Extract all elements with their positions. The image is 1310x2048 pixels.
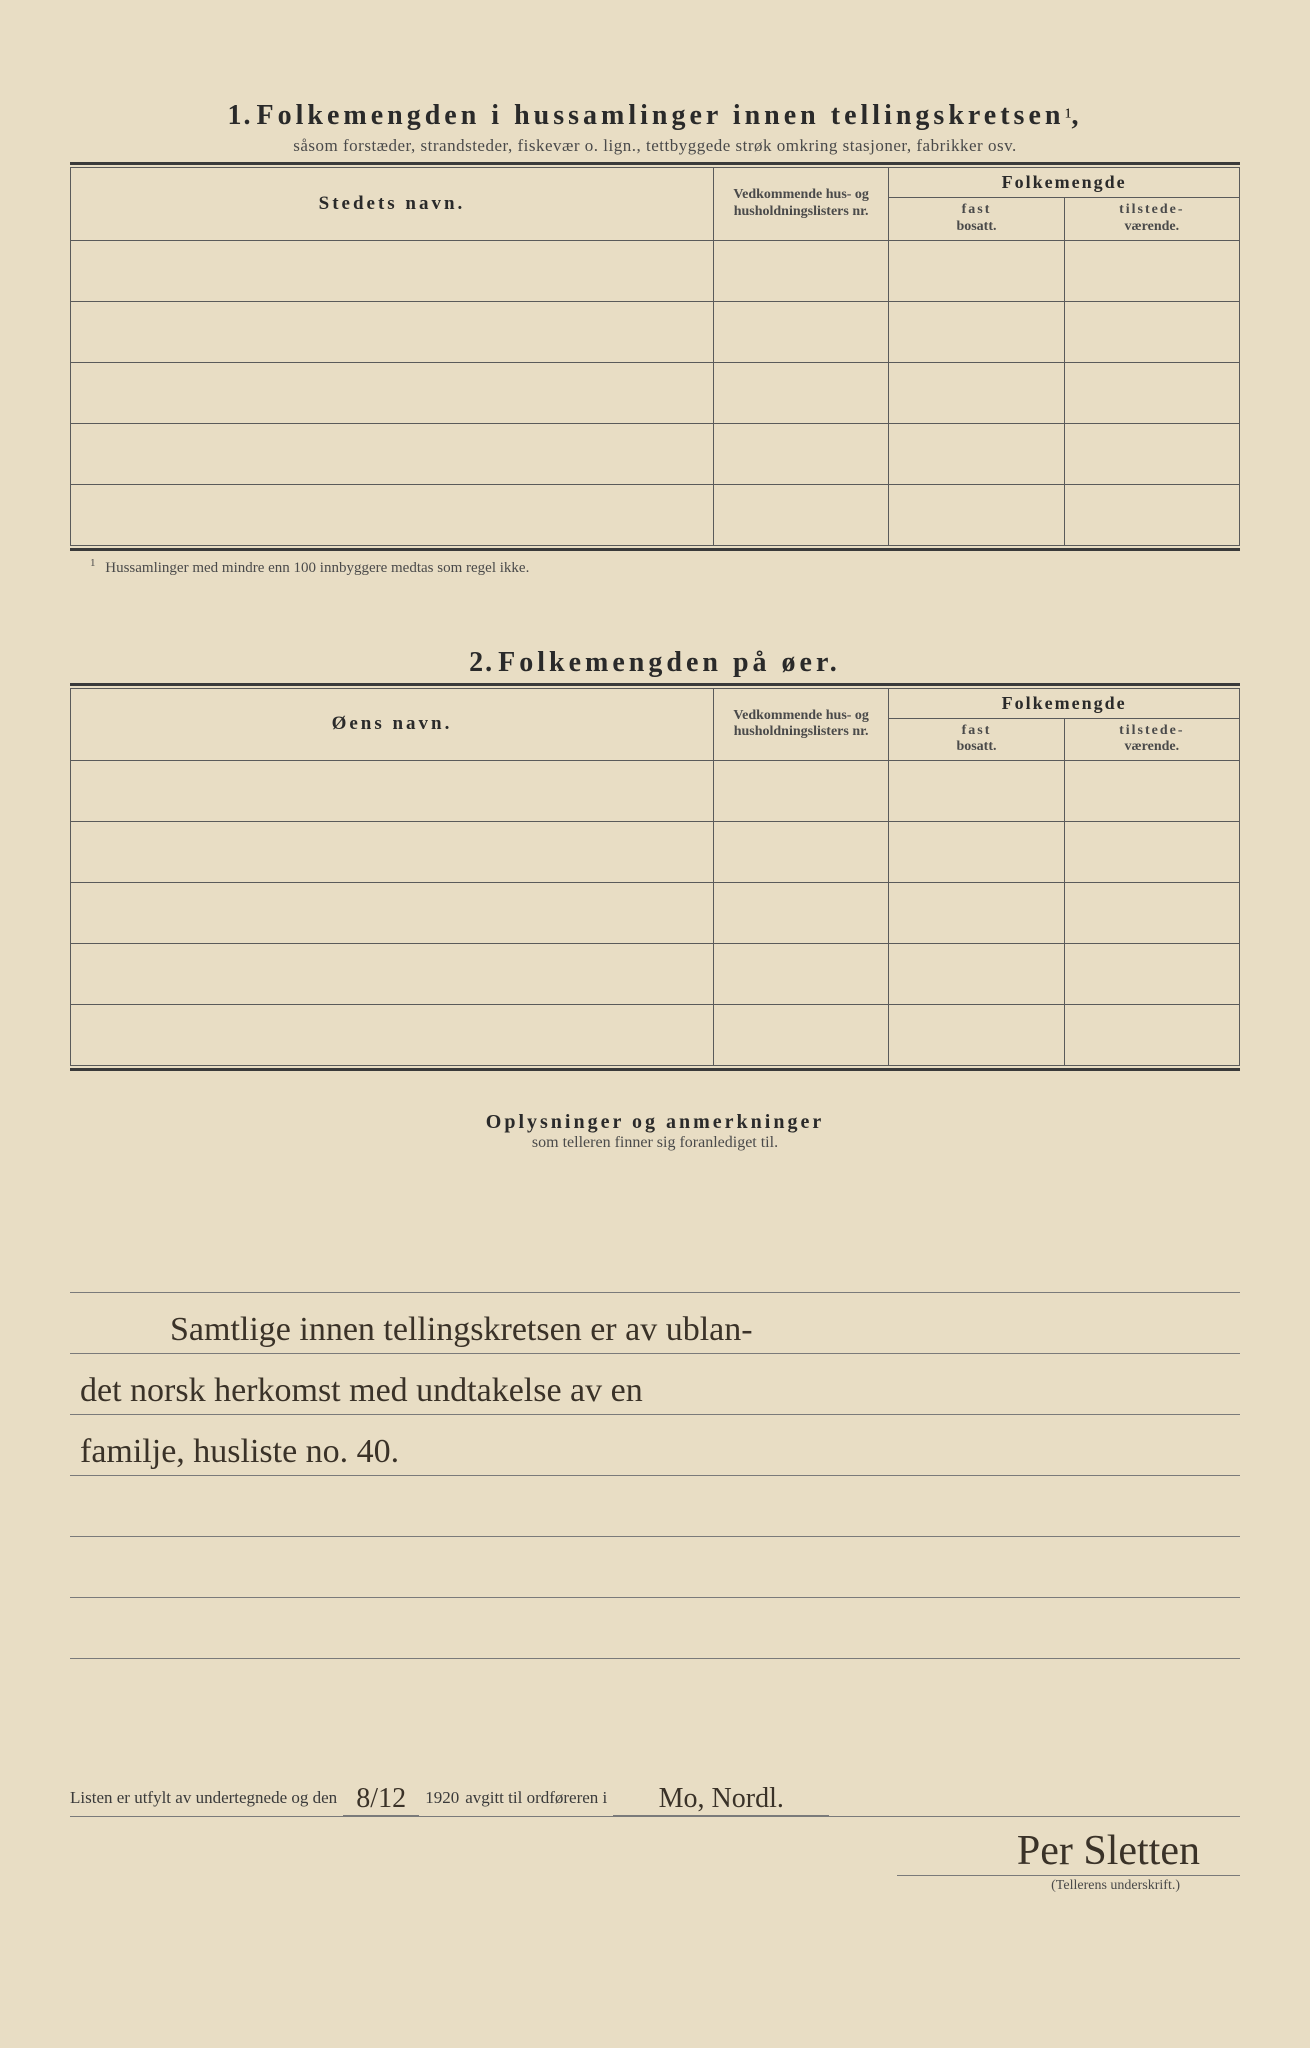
signature: Per Sletten	[897, 1827, 1240, 1876]
table-row	[71, 362, 1240, 423]
col-lists-header: Vedkommende hus- og husholdningslisters …	[713, 688, 888, 761]
scanned-page: 1. Folkemengden i hussamlinger innen tel…	[0, 0, 1310, 2048]
section1-suffix: ,	[1071, 100, 1082, 131]
remarks-lines: Samtlige innen tellingskretsen er av ubl…	[70, 1232, 1240, 1659]
section2-title: 2. Folkemengden på øer.	[70, 647, 1240, 679]
section1-title: 1. Folkemengden i hussamlinger innen tel…	[70, 100, 1240, 132]
fast-label: fast	[962, 202, 992, 217]
table-row	[71, 301, 1240, 362]
fast-sub: bosatt.	[956, 739, 996, 754]
table-row	[71, 761, 1240, 822]
section1-number: 1.	[228, 100, 253, 131]
col-tilstede-header: tilstede- værende.	[1064, 198, 1239, 241]
lined-row	[70, 1232, 1240, 1293]
handwritten-text: familje, husliste no. 40.	[70, 1433, 1240, 1471]
rule	[70, 162, 1240, 165]
section1-subtitle: såsom forstæder, strandsteder, fiskevær …	[70, 136, 1240, 156]
signature-block: Per Sletten (Tellerens underskrift.)	[70, 1827, 1240, 1894]
col-pop-header: Folkemengde	[889, 168, 1240, 198]
footer-year: 1920	[425, 1788, 459, 1808]
table-row	[71, 1005, 1240, 1066]
remarks-title: Oplysninger og anmerkninger	[70, 1111, 1240, 1134]
table-row	[71, 883, 1240, 944]
footer-date: 8/12	[343, 1783, 419, 1816]
lined-row	[70, 1598, 1240, 1659]
rule	[70, 1068, 1240, 1071]
col-name-header: Stedets navn.	[71, 168, 714, 241]
tilstede-sub: værende.	[1125, 739, 1180, 754]
tilstede-sub: værende.	[1125, 219, 1180, 234]
fast-label: fast	[962, 723, 992, 738]
table-row	[71, 484, 1240, 545]
remarks-subtitle: som telleren finner sig foranlediget til…	[70, 1134, 1240, 1152]
section1-footnote: 1 Hussamlinger med mindre enn 100 innbyg…	[70, 557, 1240, 577]
signature-caption: (Tellerens underskrift.)	[70, 1878, 1240, 1894]
tilstede-label: tilstede-	[1119, 202, 1184, 217]
col-fast-header: fast bosatt.	[889, 718, 1064, 761]
section1-heading: Folkemengden i hussamlinger innen tellin…	[257, 100, 1065, 131]
footer-place: Mo, Nordl.	[613, 1783, 829, 1816]
section2-number: 2.	[469, 647, 494, 678]
section1-table: Stedets navn. Vedkommende hus- og hushol…	[70, 167, 1240, 546]
footnote-mark: 1	[90, 557, 96, 569]
section2-table: Øens navn. Vedkommende hus- og husholdni…	[70, 688, 1240, 1067]
footnote-text: Hussamlinger med mindre enn 100 innbygge…	[105, 560, 529, 576]
lined-row: Samtlige innen tellingskretsen er av ubl…	[70, 1293, 1240, 1354]
handwritten-text: Samtlige innen tellingskretsen er av ubl…	[70, 1311, 1240, 1349]
footer-line: Listen er utfylt av undertegnede og den …	[70, 1779, 1240, 1817]
table-row	[71, 423, 1240, 484]
handwritten-text: det norsk herkomst med undtakelse av en	[70, 1372, 1240, 1410]
tilstede-label: tilstede-	[1119, 723, 1184, 738]
footer-prefix: Listen er utfylt av undertegnede og den	[70, 1788, 337, 1808]
table-row	[71, 822, 1240, 883]
col-pop-header: Folkemengde	[889, 688, 1240, 718]
col-fast-header: fast bosatt.	[889, 198, 1064, 241]
table-row	[71, 240, 1240, 301]
section2-heading: Folkemengden på øer.	[498, 647, 841, 678]
table-row	[71, 944, 1240, 1005]
lined-row	[70, 1476, 1240, 1537]
col-tilstede-header: tilstede- værende.	[1064, 718, 1239, 761]
rule	[70, 683, 1240, 686]
paper-content: 1. Folkemengden i hussamlinger innen tel…	[70, 100, 1240, 2008]
rule	[70, 548, 1240, 551]
lined-row: familje, husliste no. 40.	[70, 1415, 1240, 1476]
lined-row	[70, 1537, 1240, 1598]
col-lists-header: Vedkommende hus- og husholdningslisters …	[713, 168, 888, 241]
col-name-header: Øens navn.	[71, 688, 714, 761]
fast-sub: bosatt.	[956, 219, 996, 234]
lined-row: det norsk herkomst med undtakelse av en	[70, 1354, 1240, 1415]
footer-mid: avgitt til ordføreren i	[465, 1788, 607, 1808]
